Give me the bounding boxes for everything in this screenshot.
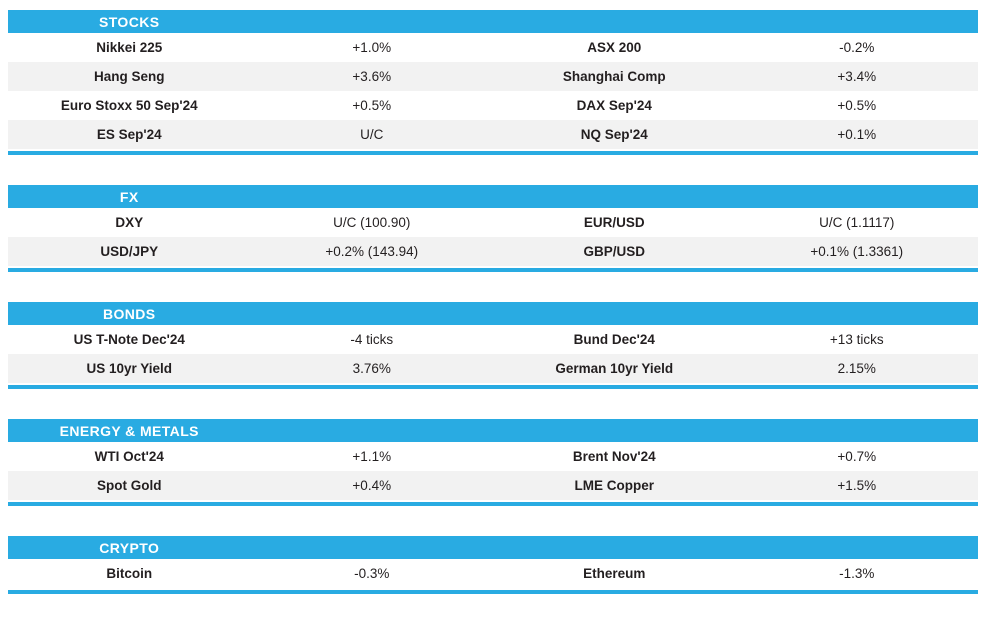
section-title: FX bbox=[119, 188, 139, 205]
cell-change: -4 ticks bbox=[350, 332, 394, 347]
cell-change: +1.1% bbox=[352, 449, 392, 464]
cell-change: -0.3% bbox=[354, 566, 390, 581]
table-row: Nikkei 225 +1.0% ASX 200 -0.2% bbox=[8, 33, 978, 62]
section-header: FX bbox=[8, 185, 978, 208]
cell-change: +0.7% bbox=[837, 449, 877, 464]
section-title: BONDS bbox=[102, 305, 156, 322]
cell-change: +3.4% bbox=[837, 69, 877, 84]
cell-change: +0.1% bbox=[837, 127, 877, 142]
cell-change: +3.6% bbox=[352, 69, 392, 84]
section-header: STOCKS bbox=[8, 10, 978, 33]
table-row: Spot Gold +0.4% LME Copper +1.5% bbox=[8, 471, 978, 500]
cell-change: U/C bbox=[360, 127, 384, 142]
cell-instrument: DXY bbox=[115, 215, 144, 230]
table-row: Bitcoin -0.3% Ethereum -1.3% bbox=[8, 559, 978, 588]
cell-instrument: NQ Sep'24 bbox=[580, 127, 648, 142]
cell-change: +1.5% bbox=[837, 478, 877, 493]
cell-instrument: US T-Note Dec'24 bbox=[73, 332, 185, 347]
cell-instrument: ES Sep'24 bbox=[96, 127, 162, 142]
section-divider bbox=[8, 590, 978, 594]
table-row: DXY U/C (100.90) EUR/USD U/C (1.1117) bbox=[8, 208, 978, 237]
cell-instrument: LME Copper bbox=[574, 478, 655, 493]
cell-instrument: US 10yr Yield bbox=[86, 361, 173, 376]
cell-instrument: Ethereum bbox=[583, 566, 646, 581]
cell-instrument: Bitcoin bbox=[106, 566, 153, 581]
table-row: US T-Note Dec'24 -4 ticks Bund Dec'24 +1… bbox=[8, 325, 978, 354]
section-rows: WTI Oct'24 +1.1% Brent Nov'24 +0.7% Spot… bbox=[8, 442, 978, 500]
section-header: BONDS bbox=[8, 302, 978, 325]
section-title: CRYPTO bbox=[99, 539, 160, 556]
cell-change: +0.5% bbox=[837, 98, 877, 113]
section-divider bbox=[8, 502, 978, 506]
section-title: STOCKS bbox=[99, 13, 160, 30]
cell-change: -0.2% bbox=[839, 40, 875, 55]
section-stocks: STOCKS Nikkei 225 +1.0% ASX 200 -0.2% Ha… bbox=[8, 10, 978, 155]
section-fx: FX DXY U/C (100.90) EUR/USD U/C (1.1117)… bbox=[8, 185, 978, 272]
cell-change: U/C (1.1117) bbox=[819, 215, 895, 230]
cell-change: -1.3% bbox=[839, 566, 875, 581]
cell-change: +0.1% (1.3361) bbox=[810, 244, 904, 259]
section-rows: Bitcoin -0.3% Ethereum -1.3% bbox=[8, 559, 978, 588]
cell-change: 3.76% bbox=[352, 361, 391, 376]
section-divider bbox=[8, 385, 978, 389]
section-rows: Nikkei 225 +1.0% ASX 200 -0.2% Hang Seng… bbox=[8, 33, 978, 149]
market-wrap-tables: STOCKS Nikkei 225 +1.0% ASX 200 -0.2% Ha… bbox=[8, 10, 978, 594]
section-header: CRYPTO bbox=[8, 536, 978, 559]
cell-instrument: ASX 200 bbox=[587, 40, 642, 55]
cell-instrument: German 10yr Yield bbox=[555, 361, 674, 376]
cell-change: +0.5% bbox=[352, 98, 392, 113]
section-divider bbox=[8, 151, 978, 155]
table-row: US 10yr Yield 3.76% German 10yr Yield 2.… bbox=[8, 354, 978, 383]
cell-change: 2.15% bbox=[837, 361, 876, 376]
section-bonds: BONDS US T-Note Dec'24 -4 ticks Bund Dec… bbox=[8, 302, 978, 389]
cell-instrument: WTI Oct'24 bbox=[94, 449, 164, 464]
section-header: ENERGY & METALS bbox=[8, 419, 978, 442]
table-row: WTI Oct'24 +1.1% Brent Nov'24 +0.7% bbox=[8, 442, 978, 471]
section-divider bbox=[8, 268, 978, 272]
cell-instrument: Shanghai Comp bbox=[562, 69, 666, 84]
cell-change: +0.2% (143.94) bbox=[325, 244, 419, 259]
cell-instrument: Spot Gold bbox=[97, 478, 162, 493]
cell-instrument: Euro Stoxx 50 Sep'24 bbox=[60, 98, 198, 113]
cell-instrument: GBP/USD bbox=[583, 244, 645, 259]
cell-instrument: Bund Dec'24 bbox=[573, 332, 655, 347]
table-row: ES Sep'24 U/C NQ Sep'24 +0.1% bbox=[8, 120, 978, 149]
section-crypto: CRYPTO Bitcoin -0.3% Ethereum -1.3% bbox=[8, 536, 978, 594]
table-row: Euro Stoxx 50 Sep'24 +0.5% DAX Sep'24 +0… bbox=[8, 91, 978, 120]
cell-change: +0.4% bbox=[352, 478, 392, 493]
cell-change: +1.0% bbox=[352, 40, 392, 55]
section-energy-metals: ENERGY & METALS WTI Oct'24 +1.1% Brent N… bbox=[8, 419, 978, 506]
cell-change: +13 ticks bbox=[829, 332, 884, 347]
cell-instrument: EUR/USD bbox=[583, 215, 645, 230]
cell-instrument: Hang Seng bbox=[93, 69, 165, 84]
cell-instrument: USD/JPY bbox=[100, 244, 159, 259]
cell-instrument: Brent Nov'24 bbox=[572, 449, 656, 464]
table-row: Hang Seng +3.6% Shanghai Comp +3.4% bbox=[8, 62, 978, 91]
section-rows: DXY U/C (100.90) EUR/USD U/C (1.1117) US… bbox=[8, 208, 978, 266]
table-row: USD/JPY +0.2% (143.94) GBP/USD +0.1% (1.… bbox=[8, 237, 978, 266]
cell-change: U/C (100.90) bbox=[333, 215, 411, 230]
cell-instrument: Nikkei 225 bbox=[96, 40, 163, 55]
section-rows: US T-Note Dec'24 -4 ticks Bund Dec'24 +1… bbox=[8, 325, 978, 383]
cell-instrument: DAX Sep'24 bbox=[576, 98, 652, 113]
section-title: ENERGY & METALS bbox=[59, 422, 199, 439]
